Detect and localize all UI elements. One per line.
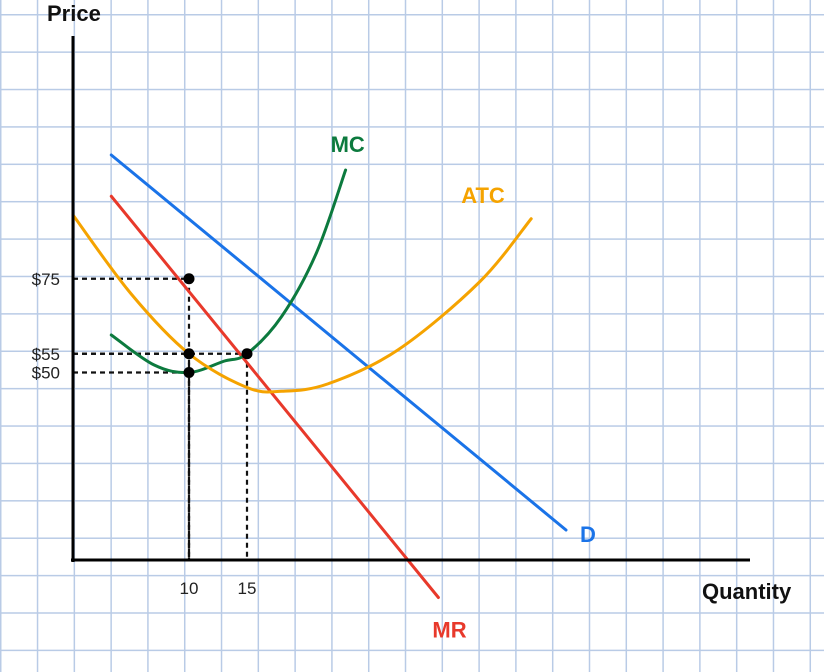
point-1 <box>183 348 195 360</box>
x-tick-10: 10 <box>180 579 199 598</box>
point-0 <box>183 273 195 285</box>
y-tick--75: $75 <box>32 270 60 289</box>
curves <box>71 153 568 599</box>
label-mr: MR <box>432 618 466 643</box>
x-tick-15: 15 <box>238 579 257 598</box>
y-tick--50: $50 <box>32 364 60 383</box>
intersection-points <box>183 273 253 378</box>
curve-mr <box>109 194 440 599</box>
x-axis-title: Quantity <box>702 579 792 604</box>
curve-atc <box>71 213 533 394</box>
point-2 <box>183 367 195 378</box>
curve-d <box>109 153 568 532</box>
axes <box>71 36 750 562</box>
guide-lines <box>73 277 249 560</box>
tick-labels: 10 15 $75 $55$50 <box>32 270 257 598</box>
label-atc: ATC <box>461 183 505 208</box>
point-3 <box>241 348 253 360</box>
curve-labels: D MR MC ATC <box>331 132 596 643</box>
y-tick--55: $55 <box>32 345 60 364</box>
label-mc: MC <box>331 132 365 157</box>
curve-mc <box>109 168 348 375</box>
label-d: D <box>580 522 596 547</box>
y-axis-title: Price <box>47 1 101 26</box>
